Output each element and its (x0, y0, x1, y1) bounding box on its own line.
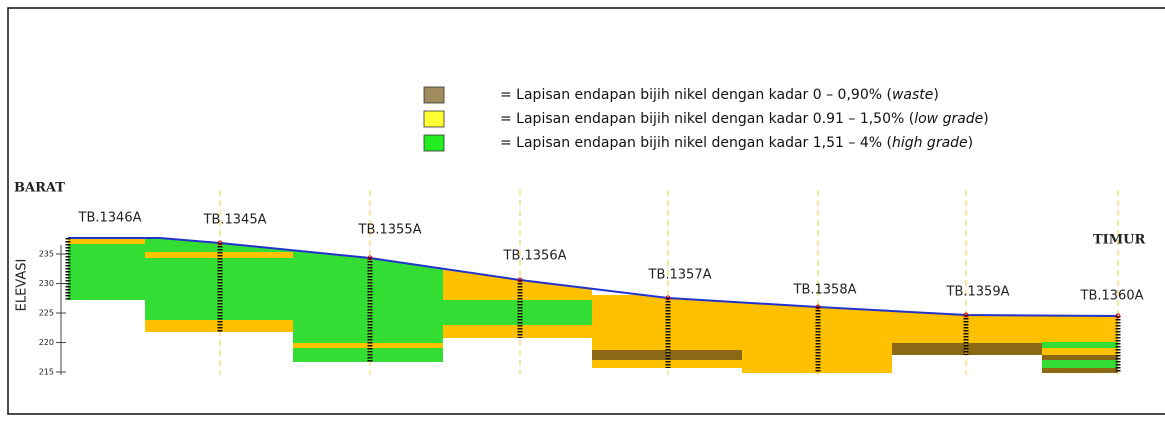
west-label: BARAT (14, 181, 65, 196)
legend-text: = Lapisan endapan bijih nikel dengan kad… (500, 87, 892, 103)
collar (665, 295, 671, 301)
borehole-label: TB.1345A (203, 213, 267, 228)
tick-label: 225 (39, 309, 54, 318)
tick-label: 235 (39, 250, 54, 259)
legend-swatch (423, 134, 445, 152)
legend-swatch (423, 110, 445, 128)
borehole-label: TB.1359A (946, 285, 1010, 300)
tick-label: 230 (39, 279, 54, 288)
east-label: TIMUR (1093, 233, 1145, 248)
legend-entry: = Lapisan endapan bijih nikel dengan kad… (500, 135, 973, 151)
borehole-label: TB.1358A (793, 283, 857, 298)
legend-text: ) (933, 87, 938, 103)
collar (963, 312, 969, 318)
collar (815, 304, 821, 310)
boreholes (65, 190, 1121, 375)
collar (1115, 313, 1121, 319)
legend-grade: waste (892, 87, 933, 103)
legend-swatch (423, 86, 445, 104)
legend-entry: = Lapisan endapan bijih nikel dengan kad… (500, 87, 939, 103)
legend-grade: high grade (892, 135, 968, 151)
axis-label: ELEVASI (15, 259, 30, 312)
layers (68, 238, 1118, 373)
legend-text: ) (968, 135, 973, 151)
legend-entry: = Lapisan endapan bijih nikel dengan kad… (500, 111, 989, 127)
collar (517, 277, 523, 283)
legend-text: = Lapisan endapan bijih nikel dengan kad… (500, 135, 892, 151)
collar (367, 255, 373, 261)
tick-label: 215 (39, 368, 54, 377)
collar (217, 240, 223, 246)
borehole-label: TB.1357A (648, 268, 712, 283)
borehole-label: TB.1356A (503, 249, 567, 264)
borehole-label: TB.1360A (1080, 289, 1144, 304)
borehole-label: TB.1346A (78, 211, 142, 226)
legend-grade: low grade (914, 111, 983, 127)
legend-text: ) (983, 111, 988, 127)
legend-text: = Lapisan endapan bijih nikel dengan kad… (500, 111, 914, 127)
tick-label: 220 (39, 338, 54, 347)
frame (7, 7, 1165, 415)
borehole-label: TB.1355A (358, 223, 422, 238)
